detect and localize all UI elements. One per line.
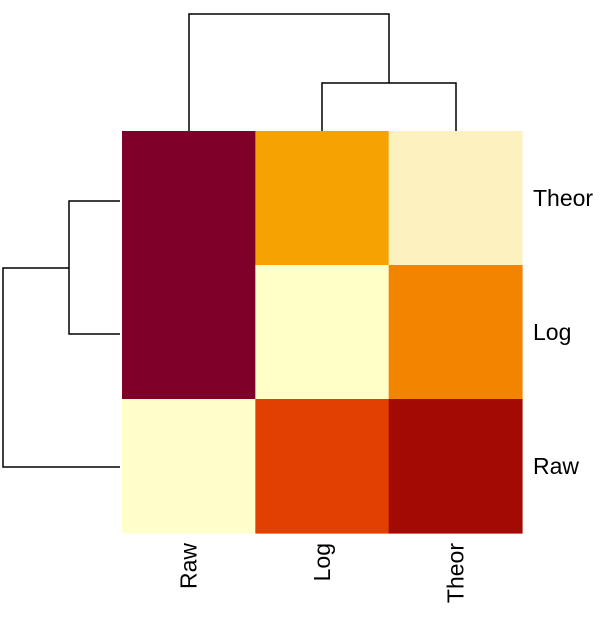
- heatmap-cell-theor-theor: [388, 131, 523, 266]
- row-label-log: Log: [533, 319, 571, 345]
- heatmap-cell-log-log: [255, 265, 390, 400]
- heatmap-cell-log-raw: [122, 265, 256, 400]
- row-labels: Theor Log Raw: [533, 185, 593, 479]
- row-dendrogram: [2, 200, 120, 468]
- row-dendrogram-link-root: [2, 267, 120, 468]
- row-label-theor: Theor: [533, 185, 593, 211]
- column-dendrogram-link-root: [188, 13, 390, 131]
- column-label-theor: Theor: [442, 543, 468, 603]
- column-labels: Raw Log Theor: [176, 543, 469, 603]
- heatmap-cell-theor-log: [255, 131, 390, 266]
- heatmap-cell-theor-raw: [122, 131, 256, 266]
- heatmap-cells: [122, 131, 523, 534]
- heatmap-cell-raw-raw: [122, 399, 256, 534]
- column-dendrogram: [188, 13, 457, 131]
- heatmap-cell-raw-theor: [388, 399, 523, 534]
- column-label-log: Log: [309, 543, 335, 581]
- row-label-raw: Raw: [533, 453, 579, 479]
- column-label-raw: Raw: [176, 543, 202, 589]
- row-dendrogram-link-theor-log: [68, 200, 120, 335]
- heatmap-cell-raw-log: [255, 399, 390, 534]
- column-dendrogram-link-log-theor: [321, 82, 457, 131]
- heatmap-cell-log-theor: [388, 265, 523, 400]
